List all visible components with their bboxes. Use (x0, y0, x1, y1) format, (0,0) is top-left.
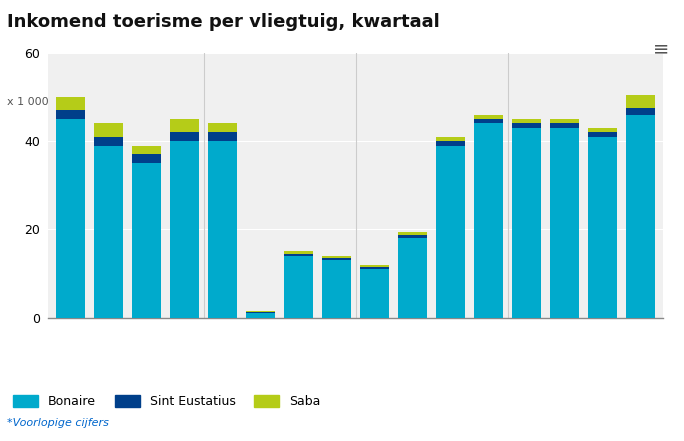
Bar (133, 163, 161, 318)
Bar (588, 137, 617, 318)
Text: x 1 000: x 1 000 (7, 97, 49, 107)
Bar (170, 132, 199, 141)
Bar (551, 123, 579, 128)
Bar (94, 137, 123, 146)
Bar (398, 232, 427, 235)
Bar (627, 108, 655, 115)
Bar (285, 251, 313, 254)
Text: Inkomend toerisme per vliegtuig, kwartaal: Inkomend toerisme per vliegtuig, kwartaa… (7, 13, 440, 31)
Bar (588, 128, 617, 132)
Bar (285, 254, 313, 256)
Bar (94, 146, 123, 318)
Legend: Bonaire, Sint Eustatius, Saba: Bonaire, Sint Eustatius, Saba (13, 395, 321, 408)
Bar (322, 256, 351, 258)
Bar (436, 141, 465, 146)
Bar (209, 141, 237, 318)
Bar (512, 119, 541, 123)
Bar (588, 132, 617, 137)
Bar (209, 123, 237, 132)
Bar (133, 154, 161, 163)
Bar (475, 115, 503, 119)
Bar (322, 260, 351, 318)
Bar (209, 132, 237, 141)
Text: *Voorlopige cijfers: *Voorlopige cijfers (7, 418, 109, 428)
Bar (398, 235, 427, 238)
Bar (360, 267, 389, 269)
Bar (551, 119, 579, 123)
Bar (246, 312, 275, 313)
Text: ≡: ≡ (653, 40, 670, 59)
Bar (56, 97, 85, 110)
Bar (56, 110, 85, 119)
Bar (94, 123, 123, 137)
Bar (170, 119, 199, 132)
Bar (436, 146, 465, 318)
Bar (551, 128, 579, 318)
Bar (322, 258, 351, 260)
Bar (170, 141, 199, 318)
Bar (360, 265, 389, 267)
Bar (246, 311, 275, 312)
Bar (512, 128, 541, 318)
Bar (627, 115, 655, 318)
Bar (56, 119, 85, 318)
Bar (285, 256, 313, 318)
Bar (246, 313, 275, 318)
Bar (398, 238, 427, 318)
Bar (360, 269, 389, 318)
Bar (627, 95, 655, 108)
Bar (436, 137, 465, 141)
Bar (512, 123, 541, 128)
Bar (475, 119, 503, 123)
Bar (475, 123, 503, 318)
Bar (133, 146, 161, 154)
